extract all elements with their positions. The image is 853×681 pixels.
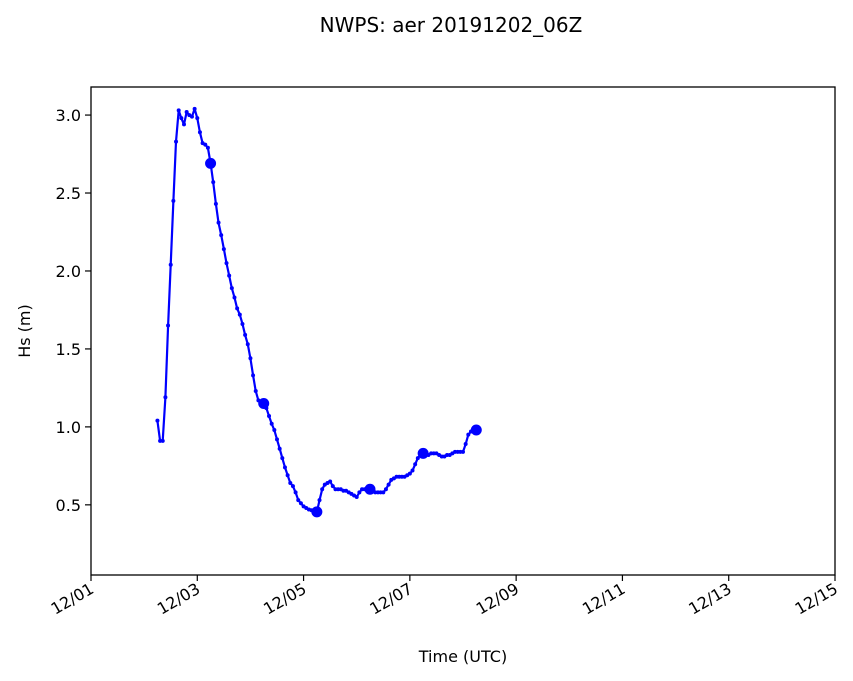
hs-data-point [176, 108, 181, 113]
x-tick-label: 12/07 [366, 579, 415, 619]
hs-large-marker [417, 447, 429, 459]
x-tick-label: 12/15 [792, 579, 841, 619]
hs-data-point [237, 312, 242, 317]
x-tick-label: 12/01 [48, 579, 97, 619]
hs-data-point [184, 109, 189, 114]
hs-data-point [277, 446, 282, 451]
x-tick-label: 12/05 [260, 579, 309, 619]
hs-data-point [386, 482, 391, 487]
hs-data-point [269, 421, 274, 426]
hs-data-point [275, 437, 279, 442]
hs-data-point [248, 356, 253, 361]
hs-data-point [293, 490, 298, 495]
y-axis-label: Hs (m) [15, 304, 34, 358]
x-axis-ticks: 12/01 12/03 12/05 12/07 12/09 12/11 12/13 12/15 [48, 575, 841, 619]
hs-data-point [155, 418, 160, 423]
y-tick-label: 2.5 [56, 184, 81, 203]
hs-data-point [232, 295, 237, 300]
hs-data-point [251, 373, 256, 378]
hs-large-marker [364, 483, 376, 495]
hs-data-point [357, 490, 362, 495]
hs-data-point [216, 220, 221, 225]
hs-data-point [166, 323, 171, 328]
hs-large-marker [258, 397, 270, 409]
hs-data-point [160, 438, 165, 443]
hs-data-point [463, 442, 468, 447]
hs-data-point [317, 498, 322, 503]
hs-data-point [182, 122, 186, 127]
hs-data-point [197, 130, 202, 135]
hs-data-point [383, 487, 388, 492]
hs-data-point [227, 273, 232, 278]
hs-data-point [330, 484, 335, 489]
x-tick-label: 12/09 [473, 579, 522, 619]
hs-data-point [189, 114, 194, 119]
hs-data-point [221, 247, 226, 252]
hs-data-point [205, 145, 210, 150]
hs-data-point [168, 262, 173, 267]
hs-data-point [235, 306, 240, 311]
x-tick-label: 12/03 [154, 579, 203, 619]
hs-data-point [253, 389, 258, 394]
y-tick-label: 2.0 [56, 262, 81, 281]
y-tick-label: 1.5 [56, 340, 81, 359]
hs-data-point [320, 487, 325, 492]
y-tick-label: 3.0 [56, 106, 81, 125]
hs-data-point [219, 233, 224, 238]
hs-data-point [285, 473, 290, 478]
hs-data-point [413, 462, 418, 467]
hs-data-point [288, 481, 293, 486]
y-tick-label: 1.0 [56, 418, 81, 437]
y-axis-ticks: 0.5 1.0 1.5 2.0 2.5 3.0 [56, 106, 91, 515]
hs-data-point [171, 198, 176, 203]
hs-data-point [298, 501, 303, 506]
hs-data-point [195, 116, 200, 121]
hs-data-point [466, 432, 471, 437]
hs-data-point [192, 106, 197, 111]
hs-data-point [240, 321, 245, 326]
plot-area-frame [90, 86, 836, 576]
hs-data-point [328, 479, 333, 484]
hs-data-point [174, 139, 179, 144]
hs-data-point [381, 490, 386, 495]
hs-data-point [415, 456, 420, 461]
hs-data-point [267, 413, 272, 418]
hs-large-marker [205, 157, 217, 169]
hs-data-point [290, 484, 295, 489]
hs-data-point [213, 201, 218, 206]
hs-data-point [272, 428, 277, 433]
y-tick-label: 0.5 [56, 496, 81, 515]
x-tick-label: 12/11 [579, 579, 628, 619]
hs-data-point [243, 332, 248, 337]
hs-data-point [354, 495, 359, 500]
hs-data-point [229, 286, 234, 291]
hs-data-point [245, 342, 250, 347]
hs-large-marker [470, 424, 482, 436]
hs-data-point [407, 471, 412, 476]
hs-data-point [211, 180, 216, 185]
hs-data-point [461, 449, 465, 454]
hs-series-line [156, 107, 477, 513]
hs-data-point [282, 465, 287, 470]
hs-data-point [203, 142, 208, 147]
data-layer [155, 106, 482, 518]
hs-data-point [410, 468, 415, 473]
hs-data-point [179, 116, 184, 121]
x-axis-label: Time (UTC) [418, 647, 507, 666]
hs-data-point [296, 498, 301, 503]
chart-title: NWPS: aer 20191202_06Z [320, 13, 583, 37]
hs-data-point [163, 395, 168, 400]
hs-large-marker [311, 506, 323, 518]
x-tick-label: 12/13 [685, 579, 734, 619]
hs-data-point [280, 456, 285, 461]
hs-data-point [224, 261, 229, 266]
